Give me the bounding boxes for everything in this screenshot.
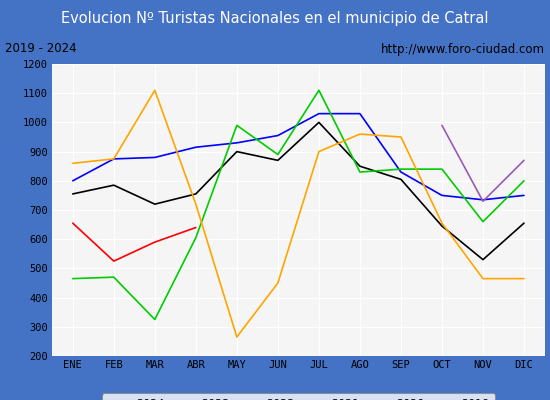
Text: Evolucion Nº Turistas Nacionales en el municipio de Catral: Evolucion Nº Turistas Nacionales en el m… [61,10,489,26]
Text: http://www.foro-ciudad.com: http://www.foro-ciudad.com [381,42,545,56]
Legend: 2024, 2023, 2022, 2021, 2020, 2019: 2024, 2023, 2022, 2021, 2020, 2019 [102,394,495,400]
Text: 2019 - 2024: 2019 - 2024 [5,42,76,56]
